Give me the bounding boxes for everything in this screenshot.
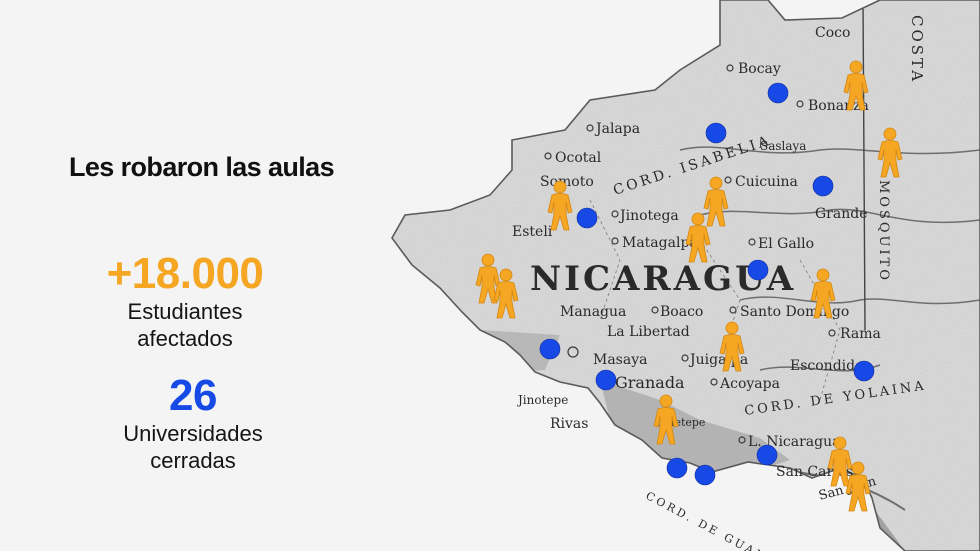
stat-students: +18.000 Estudiantes afectados	[70, 250, 300, 352]
university-dot	[747, 259, 769, 281]
place-rivas: Rivas	[550, 416, 588, 432]
university-dot	[812, 175, 834, 197]
place-granada: Granada	[615, 373, 685, 392]
region-label-guanacaste: CORD. DE GUANACASTE	[644, 489, 828, 551]
place-ocotal: Ocotal	[555, 150, 602, 166]
place-acoyapa: Acoyapa	[719, 376, 780, 392]
stat-universities-value: 26	[169, 371, 217, 420]
stat-universities: 26 Universidades cerradas	[78, 372, 308, 474]
student-person-icon	[827, 436, 853, 487]
place-grande: Grande	[815, 206, 868, 222]
place-jinotepe: Jinotepe	[516, 393, 568, 407]
place-boaco: Boaco	[660, 304, 703, 320]
university-dot	[767, 82, 789, 104]
student-person-icon	[845, 461, 871, 512]
place-rama: Rama	[840, 326, 881, 342]
stat-universities-label-2: cerradas	[150, 448, 236, 473]
stat-students-label-2: afectados	[137, 326, 233, 351]
place-masaya: Masaya	[593, 352, 647, 368]
page-title: Les robaron las aulas	[69, 152, 335, 182]
place-saslaya: Saslaya	[760, 139, 806, 153]
place-jinotega: Jinotega	[618, 208, 679, 224]
stat-universities-label-1: Universidades	[123, 421, 263, 446]
university-dot	[666, 457, 688, 479]
university-dot	[705, 122, 727, 144]
student-person-icon	[877, 127, 903, 178]
place-somoto: Somoto	[540, 174, 594, 190]
student-person-icon	[547, 180, 573, 231]
university-dot	[694, 464, 716, 486]
place-matagalpa: Matagalpa	[622, 235, 698, 251]
place-el-gallo: El Gallo	[758, 236, 814, 252]
place-la-libertad: La Libertad	[607, 324, 690, 340]
student-person-icon	[719, 321, 745, 372]
place-managua: Managua	[560, 304, 626, 320]
university-dot	[539, 338, 561, 360]
place-bocay: Bocay	[738, 61, 781, 77]
student-person-icon	[843, 60, 869, 111]
place-coco: Coco	[815, 25, 850, 41]
university-dot	[853, 360, 875, 382]
place-esteli: Esteli	[512, 224, 553, 240]
place-santo-domingo: Santo Domingo	[740, 304, 849, 320]
university-dot	[576, 207, 598, 229]
place-cuicuina: Cuicuina	[735, 174, 798, 190]
student-person-icon	[810, 268, 836, 319]
stat-students-label-1: Estudiantes	[127, 299, 243, 324]
place-jalapa: Jalapa	[594, 121, 640, 137]
student-person-icon	[653, 394, 679, 445]
university-dot	[595, 369, 617, 391]
student-person-icon	[703, 176, 729, 227]
place-escondido: Escondido	[790, 358, 864, 374]
stat-students-value: +18.000	[106, 249, 264, 298]
university-dot	[756, 444, 778, 466]
student-person-icon	[493, 268, 519, 319]
region-label-mosquito: MOSQUITO	[876, 180, 891, 283]
student-person-icon	[475, 253, 501, 304]
student-person-icon	[685, 212, 711, 263]
region-label-costa: COSTA	[908, 15, 926, 84]
